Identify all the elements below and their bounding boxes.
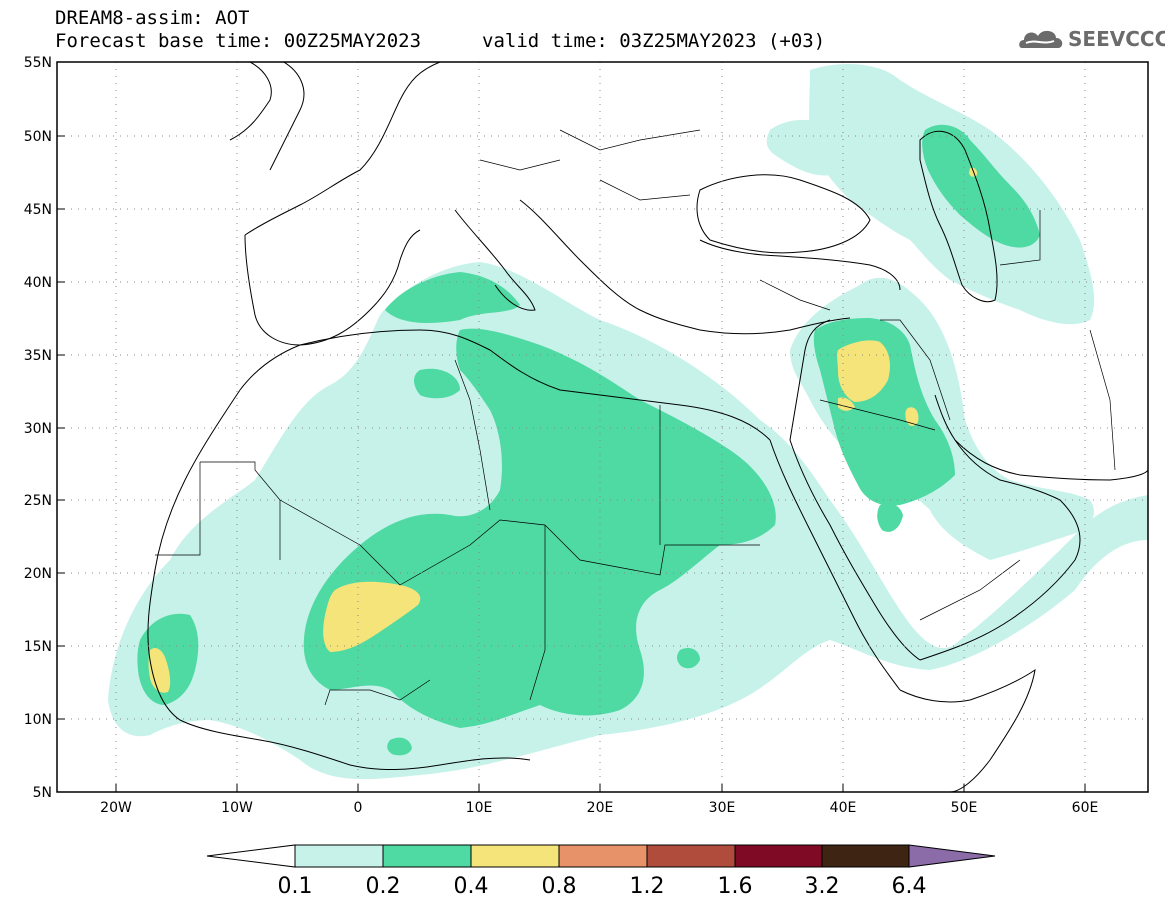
colorbar-bin [821,844,910,868]
colorbar-label: 1.2 [630,874,665,899]
cloud-logo-icon [1019,30,1063,48]
valid-time-text: valid time: 03Z25MAY2023 (+03) [482,30,826,52]
lat-label: 45N [24,202,52,218]
graticule [57,62,1148,792]
lat-label: 20N [24,566,52,582]
lon-label: 0 [354,800,363,816]
lat-label: 10N [24,712,52,728]
lon-label: 60E [1072,800,1099,816]
colorbar-bin [558,844,648,868]
lon-label: 40E [830,800,857,816]
colorbar-label: 0.2 [366,874,401,899]
colorbar-bin [734,844,823,868]
aot-shading [108,64,1148,780]
colorbar-bin [382,844,472,868]
colorbar-label: 0.4 [454,874,489,899]
lat-label: 5N [33,785,52,801]
lat-label: 15N [24,639,52,655]
lon-label: 30E [709,800,736,816]
lat-label: 55N [24,55,52,71]
title-text: DREAM8-assim: AOT [55,7,250,29]
axis-ticks [57,61,1086,792]
lon-label: 10E [466,800,493,816]
lat-labels: 55N 50N 45N 40N 35N 30N 25N 20N 15N 10N … [24,55,52,801]
colorbar-bin [646,844,736,868]
lat-label: 30N [24,421,52,437]
lat-label: 25N [24,493,52,509]
colorbar-over-arrow [908,844,996,868]
lat-label: 35N [24,348,52,364]
colorbar-bin [294,844,384,868]
lon-label: 50E [951,800,978,816]
colorbar-label: 0.8 [542,874,577,899]
coastlines [147,62,1148,792]
colorbar-labels: 0.1 0.2 0.4 0.8 1.2 1.6 3.2 6.4 [278,874,927,899]
colorbar [206,844,996,868]
lon-label: 20E [587,800,614,816]
map-frame [56,61,1149,793]
base-time-text: Forecast base time: 00Z25MAY2023 [55,30,422,52]
lon-label: 20W [100,800,132,816]
lat-label: 40N [24,275,52,291]
colorbar-label: 1.6 [718,874,753,899]
colorbar-under-arrow [206,844,296,868]
colorbar-bin [470,844,560,868]
lon-labels: 20W 10W 0 10E 20E 30E 40E 50E 60E [100,800,1098,816]
colorbar-label: 0.1 [278,874,313,899]
colorbar-label: 6.4 [892,874,927,899]
logo-text: SEEVCCC [1068,27,1165,51]
colorbar-label: 3.2 [805,874,840,899]
lat-label: 50N [24,129,52,145]
lon-label: 10W [221,800,253,816]
